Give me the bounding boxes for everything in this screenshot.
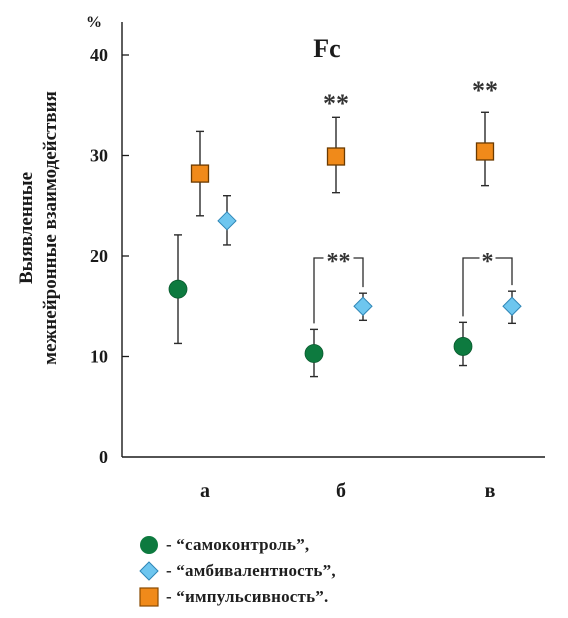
y-axis-title: Выявленные межнейронные взаимодействия	[16, 91, 61, 365]
y-tick-label: 10	[90, 347, 108, 367]
y-tick-label: 0	[99, 447, 108, 467]
x-tick-label: б	[336, 480, 346, 502]
data-point-diamond	[353, 296, 373, 316]
green-circle-marker	[138, 534, 160, 556]
significance-label: **	[472, 76, 498, 105]
data-point-square	[190, 164, 210, 183]
y-axis-title-line: межнейронные взаимодействия	[40, 91, 61, 365]
y-axis-title-line: Выявленные	[16, 172, 37, 284]
significance-bracket-label: **	[327, 249, 351, 275]
blue-diamond-marker	[138, 560, 160, 582]
chart-title: Fc	[313, 34, 340, 63]
y-tick-label: 30	[90, 146, 108, 166]
significance-bracket	[313, 257, 324, 324]
legend-item-self-control: - “самоконтроль”,	[138, 532, 558, 558]
legend-item-ambivalence: - “амбивалентность”,	[138, 558, 558, 584]
orange-square-marker	[138, 586, 160, 608]
significance-label: **	[323, 89, 349, 118]
significance-bracket	[462, 257, 480, 317]
y-tick-label: 40	[90, 45, 108, 65]
data-point-square	[326, 147, 346, 166]
data-point-circle	[453, 337, 473, 356]
legend-item-impulsivity: - “импульсивность”.	[138, 584, 558, 610]
data-point-circle	[304, 344, 324, 363]
legend-label: - “самоконтроль”,	[166, 535, 310, 554]
data-point-diamond	[502, 296, 522, 316]
x-tick-label: в	[485, 480, 496, 502]
y-tick-label: 20	[90, 246, 108, 266]
significance-bracket	[353, 257, 364, 288]
data-point-circle	[168, 279, 188, 299]
data-point-diamond	[217, 211, 237, 231]
legend-label: - “амбивалентность”,	[166, 561, 336, 580]
legend: - “самоконтроль”, - “амбивалентность”, -…	[138, 532, 558, 610]
data-point-square	[475, 142, 495, 161]
legend-label: - “импульсивность”.	[166, 587, 329, 606]
x-tick-label: а	[200, 480, 210, 502]
significance-bracket	[495, 257, 513, 286]
significance-bracket-label: *	[482, 249, 494, 275]
y-unit-label: %	[86, 14, 102, 31]
